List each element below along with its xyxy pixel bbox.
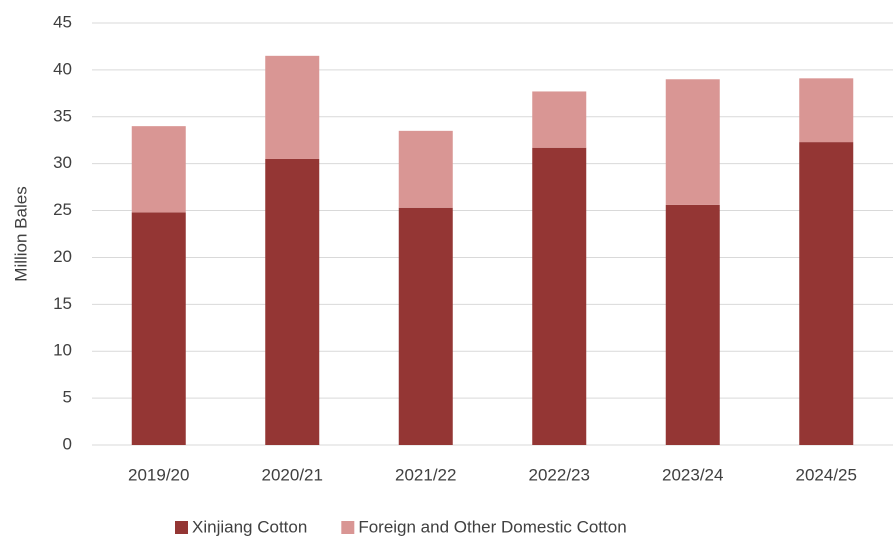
bar-segment (532, 91, 587, 148)
bar-segment (398, 207, 453, 445)
y-tick-label: 5 (63, 388, 72, 407)
y-tick-label: 25 (53, 200, 72, 219)
y-tick-label: 30 (53, 153, 72, 172)
y-tick-label: 40 (53, 59, 72, 78)
x-tick-label: 2024/25 (796, 465, 857, 484)
x-tick-label: 2020/21 (262, 465, 323, 484)
legend-swatch (175, 521, 188, 534)
x-tick-label: 2023/24 (662, 465, 723, 484)
bar-segment (665, 204, 720, 445)
y-tick-label: 0 (63, 434, 72, 453)
bar-segment (799, 142, 854, 445)
legend-label: Xinjiang Cotton (192, 517, 307, 536)
y-tick-label: 15 (53, 294, 72, 313)
y-tick-label: 45 (53, 12, 72, 31)
bar-segment (131, 126, 186, 213)
y-tick-label: 20 (53, 247, 72, 266)
bar-segment (131, 212, 186, 445)
x-tick-label: 2022/23 (529, 465, 590, 484)
bar-segment (398, 130, 453, 208)
bar-segment (532, 147, 587, 446)
bar-segment (799, 78, 854, 143)
y-axis-label: Million Bales (11, 186, 30, 281)
bar-segment (665, 79, 720, 205)
y-tick-label: 10 (53, 341, 72, 360)
x-tick-label: 2021/22 (395, 465, 456, 484)
legend-label: Foreign and Other Domestic Cotton (358, 517, 626, 536)
legend-swatch (341, 521, 355, 534)
bar-segment (265, 55, 320, 159)
x-tick-label: 2019/20 (128, 465, 189, 484)
bar-segment (265, 158, 320, 445)
y-tick-label: 35 (53, 106, 72, 125)
